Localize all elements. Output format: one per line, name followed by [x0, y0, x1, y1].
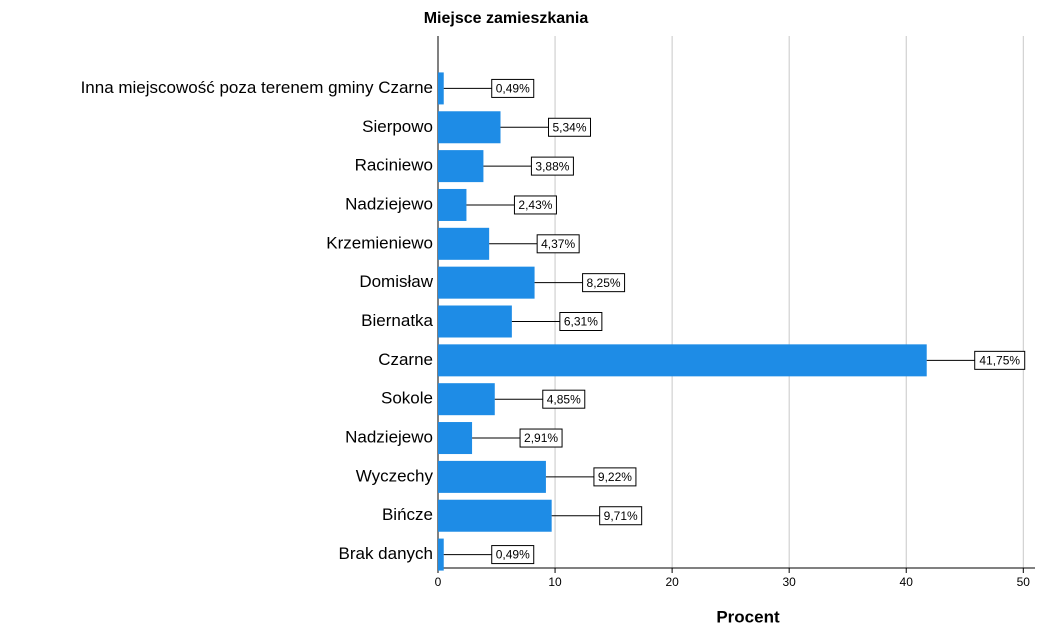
bar — [438, 344, 927, 377]
bar — [438, 150, 484, 183]
value-label: 2,43% — [518, 198, 552, 212]
y-tick-label: Domisław — [359, 272, 433, 291]
y-tick-label: Krzemieniewo — [326, 233, 433, 252]
y-tick-label: Sierpowo — [362, 117, 433, 136]
y-tick-label: Raciniewo — [355, 156, 433, 175]
bar — [438, 305, 512, 338]
bar — [438, 72, 444, 105]
value-label: 0,49% — [496, 82, 530, 96]
value-label-box — [974, 350, 1026, 370]
value-label-box — [491, 78, 535, 98]
y-tick-label: Nadziejewo — [345, 428, 433, 447]
value-label-box — [582, 273, 626, 293]
value-label: 4,37% — [541, 237, 575, 251]
x-tick-label: 0 — [435, 575, 442, 589]
y-tick-label: Wyczechy — [356, 466, 434, 485]
value-label: 2,91% — [524, 431, 558, 445]
value-label-box — [548, 117, 592, 137]
chart-title: Miejsce zamieszkania — [424, 10, 589, 27]
x-tick-label: 30 — [782, 575, 796, 589]
bar — [438, 422, 473, 455]
y-tick-label: Inna miejscowość poza terenem gminy Czar… — [81, 78, 433, 97]
bar — [438, 383, 495, 416]
value-label: 0,49% — [496, 548, 530, 562]
value-label-box — [542, 389, 586, 409]
value-label: 3,88% — [535, 159, 569, 173]
y-tick-label: Bińcze — [382, 505, 433, 524]
y-tick-label: Brak danych — [339, 544, 434, 563]
bar — [438, 538, 444, 571]
bar — [438, 499, 552, 532]
value-label: 9,22% — [598, 470, 632, 484]
value-label-box — [530, 156, 574, 176]
value-label-box — [491, 545, 535, 565]
bar — [438, 111, 501, 144]
y-tick-label: Czarne — [378, 350, 433, 369]
x-axis-label: Procent — [716, 607, 780, 626]
value-label: 9,71% — [604, 509, 638, 523]
y-tick-label: Sokole — [381, 389, 433, 408]
x-tick-label: 20 — [665, 575, 679, 589]
value-label-box — [593, 467, 637, 487]
value-label: 41,75% — [979, 354, 1020, 368]
value-label-box — [519, 428, 563, 448]
bar — [438, 266, 535, 299]
value-label: 6,31% — [564, 315, 598, 329]
y-tick-label: Biernatka — [361, 311, 433, 330]
value-label-box — [513, 195, 557, 215]
bar — [438, 188, 467, 221]
value-label: 8,25% — [587, 276, 621, 290]
value-label-box — [599, 506, 643, 526]
bar — [438, 460, 546, 493]
x-tick-label: 50 — [1017, 575, 1031, 589]
y-tick-label: Nadziejewo — [345, 194, 433, 213]
value-label: 5,34% — [552, 120, 586, 134]
value-label: 4,85% — [547, 392, 581, 406]
x-tick-label: 10 — [548, 575, 562, 589]
value-label-box — [536, 234, 580, 254]
bar — [438, 227, 490, 260]
x-tick-label: 40 — [900, 575, 914, 589]
value-label-box — [559, 312, 603, 331]
